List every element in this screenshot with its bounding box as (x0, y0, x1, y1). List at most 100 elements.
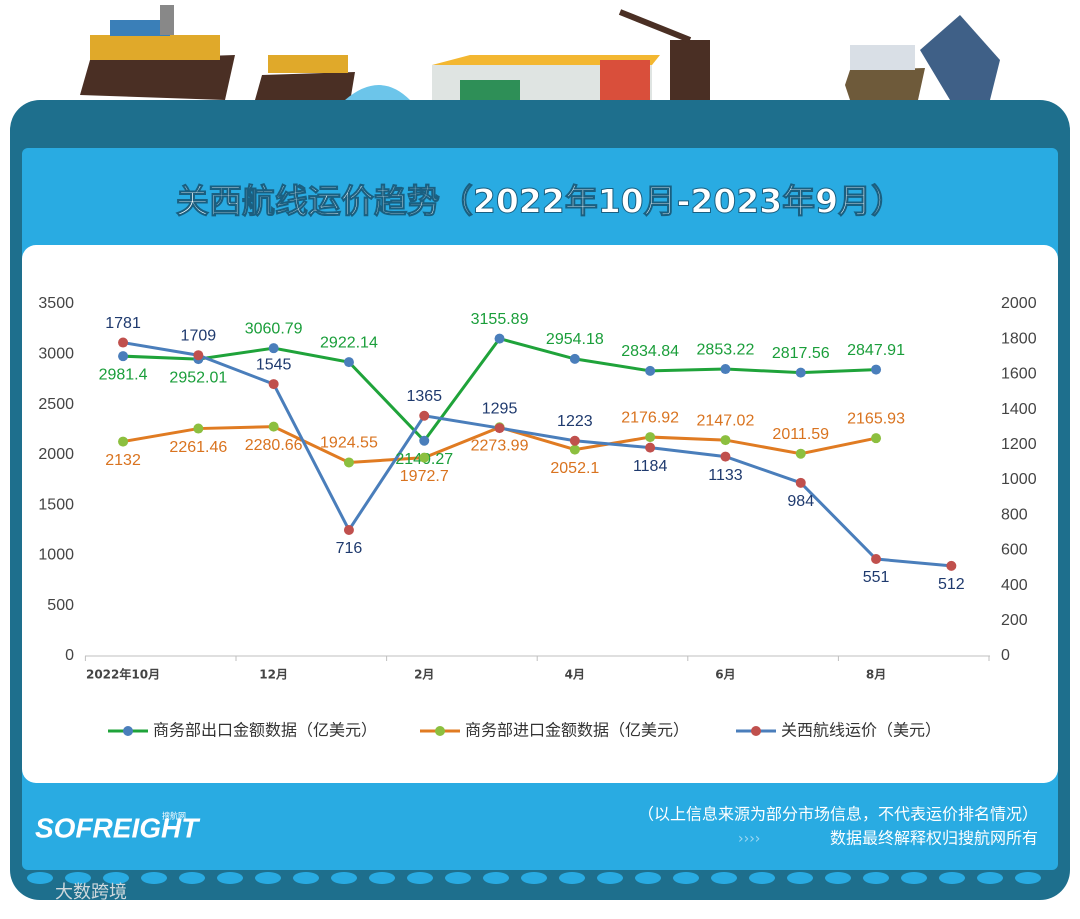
point (193, 350, 204, 361)
x-tick-label: 8月 (866, 668, 886, 682)
point (569, 444, 580, 455)
scallop (293, 872, 319, 884)
point (645, 442, 656, 453)
point (795, 367, 806, 378)
legend-label: 商务部进口金额数据（亿美元） (465, 721, 689, 740)
value-label: 2176.92 (621, 409, 679, 426)
x-tick-label: 6月 (715, 668, 735, 682)
point (419, 452, 430, 463)
logo: SOFREIGHT (35, 812, 201, 843)
logo-sub: 搜航网 (162, 811, 186, 821)
value-label: 1709 (181, 327, 217, 344)
value-label: 2280.66 (245, 437, 303, 454)
value-label: 2261.46 (169, 439, 227, 456)
value-label: 512 (938, 576, 965, 593)
point (569, 435, 580, 446)
value-label: 2847.91 (847, 342, 905, 359)
point (795, 477, 806, 488)
scallop (65, 872, 91, 884)
point (419, 410, 430, 421)
value-label: 551 (863, 569, 890, 586)
y2-tick-label: 200 (1001, 612, 1028, 629)
y2-tick-label: 2000 (1001, 295, 1037, 312)
plot-card (22, 245, 1058, 783)
value-label: 1365 (406, 388, 442, 405)
x-tick-label: 2月 (414, 668, 434, 682)
scallop (521, 872, 547, 884)
y-tick-label: 0 (65, 647, 74, 664)
point (343, 357, 354, 368)
value-label: 2132 (105, 452, 141, 469)
y-tick-label: 2000 (38, 446, 74, 463)
y-tick-label: 3500 (38, 295, 74, 312)
point (720, 451, 731, 462)
watermark: 大数跨境 (55, 882, 127, 903)
legend-marker (435, 726, 445, 736)
y2-tick-label: 0 (1001, 647, 1010, 664)
value-label: 2052.1 (550, 460, 599, 477)
legend-marker (751, 726, 761, 736)
point (871, 433, 882, 444)
point (871, 554, 882, 565)
scallop (635, 872, 661, 884)
value-label: 3155.89 (471, 311, 529, 328)
value-label: 1545 (256, 356, 292, 373)
value-label: 2817.56 (772, 345, 830, 362)
scallop (369, 872, 395, 884)
y2-tick-label: 400 (1001, 577, 1028, 594)
legend-label: 商务部出口金额数据（亿美元） (153, 721, 377, 740)
footer-rights: 数据最终解释权归搜航网所有 (830, 829, 1038, 848)
point (118, 436, 129, 447)
chevrons: ›››› (738, 831, 760, 847)
point (494, 333, 505, 344)
point (871, 364, 882, 375)
scallop (901, 872, 927, 884)
legend-label: 关西航线运价（美元） (781, 721, 941, 740)
scallop (141, 872, 167, 884)
scallop (331, 872, 357, 884)
point (268, 421, 279, 432)
scallop (673, 872, 699, 884)
scallop (179, 872, 205, 884)
point (645, 365, 656, 376)
scallop-edge (27, 872, 1041, 884)
x-tick-label: 4月 (565, 668, 585, 682)
value-label: 716 (336, 540, 363, 557)
scallop (597, 872, 623, 884)
point (494, 423, 505, 434)
scallop (863, 872, 889, 884)
footer: （以上信息来源为部分市场信息，不代表运价排名情况） ›››› 数据最终解释权归搜… (35, 805, 1038, 904)
legend-marker (123, 726, 133, 736)
value-label: 2147.02 (697, 412, 755, 429)
y2-tick-label: 1600 (1001, 366, 1037, 383)
scallop (103, 872, 129, 884)
value-label: 1223 (557, 413, 593, 430)
point (268, 379, 279, 390)
value-label: 2011.59 (772, 426, 829, 443)
point (569, 353, 580, 364)
scallop (939, 872, 965, 884)
point (795, 448, 806, 459)
scallop (445, 872, 471, 884)
point (419, 435, 430, 446)
value-label: 1924.55 (320, 435, 378, 452)
scallop (559, 872, 585, 884)
scenery (80, 5, 1000, 103)
value-label: 2853.22 (697, 341, 755, 358)
value-label: 984 (787, 493, 814, 510)
scallop (27, 872, 53, 884)
value-label: 2981.4 (99, 366, 148, 383)
value-label: 2952.01 (169, 369, 227, 386)
value-label: 1781 (105, 315, 141, 332)
y2-tick-label: 1200 (1001, 436, 1037, 453)
scallop (407, 872, 433, 884)
y2-tick-label: 1400 (1001, 401, 1037, 418)
scallop (1015, 872, 1041, 884)
point (946, 560, 957, 571)
y2-tick-label: 600 (1001, 542, 1028, 559)
value-label: 1133 (708, 467, 743, 484)
scallop (787, 872, 813, 884)
y2-tick-label: 800 (1001, 506, 1028, 523)
y-tick-label: 2500 (38, 396, 74, 413)
